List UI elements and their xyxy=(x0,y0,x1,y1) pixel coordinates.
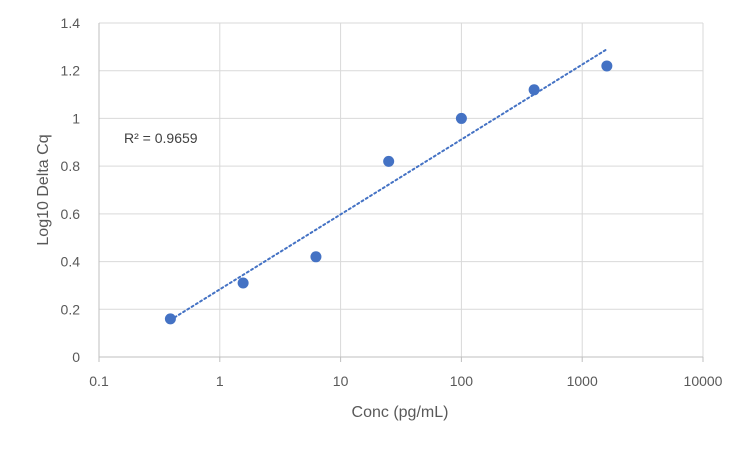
y-tick-label: 0.2 xyxy=(61,301,81,317)
y-tick-label: 0.4 xyxy=(61,254,81,270)
x-tick-label: 0.1 xyxy=(89,373,109,389)
x-tick-label: 100 xyxy=(450,373,474,389)
y-tick-label: 0.8 xyxy=(61,158,81,174)
trendline xyxy=(169,48,608,322)
axes xyxy=(98,23,704,362)
data-points xyxy=(164,60,613,325)
y-tick-label: 0.6 xyxy=(61,206,81,222)
x-axis-title: Conc (pg/mL) xyxy=(352,404,449,421)
y-tick-label: 1.4 xyxy=(61,15,81,31)
data-point xyxy=(601,60,613,72)
y-tick-label: 1.2 xyxy=(61,63,81,79)
data-point xyxy=(528,84,540,96)
x-tick-label: 10000 xyxy=(684,373,723,389)
trendline-layer xyxy=(169,48,608,322)
data-point xyxy=(310,251,322,263)
x-tick-label: 10 xyxy=(333,373,349,389)
data-point xyxy=(383,155,395,167)
y-tick-label: 1 xyxy=(72,110,80,126)
y-axis-title: Log10 Delta Cq xyxy=(35,134,52,245)
data-point xyxy=(164,313,176,325)
tick-labels: 0 0.2 0.4 0.6 0.8 1 1.2 1.4 0.1 1 10 100 1000 10000 xyxy=(61,15,723,389)
x-tick-label: 1 xyxy=(216,373,224,389)
x-tick-label: 1000 xyxy=(567,373,598,389)
data-point xyxy=(237,277,249,289)
r-squared-annotation: R² = 0.9659 xyxy=(124,130,198,146)
data-point xyxy=(455,112,467,124)
y-tick-label: 0 xyxy=(72,349,80,365)
gridlines xyxy=(99,22,704,357)
